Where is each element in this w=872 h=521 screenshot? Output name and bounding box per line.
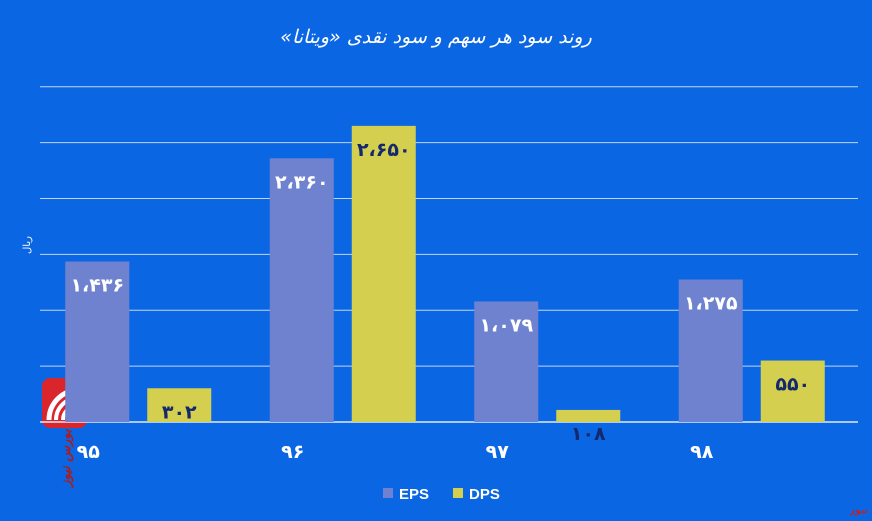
data-label-dps-3: ۱۰۸ — [571, 423, 606, 445]
category-label-4: ۹۸ — [690, 441, 714, 463]
data-label-dps-4: ۵۵۰ — [775, 374, 810, 396]
category-label-3: ۹۷ — [486, 441, 510, 463]
bar-dps-2 — [351, 125, 416, 422]
category-label-2: ۹۶ — [281, 441, 304, 463]
category-labels: ۹۵ ۹۶ ۹۷ ۹۸ — [77, 441, 714, 463]
bar-eps-1 — [65, 261, 130, 422]
data-label-eps-1: ۱،۴۳۶ — [70, 275, 124, 297]
logo-text: بورس نیوز — [59, 429, 74, 489]
bar-eps-2 — [269, 158, 334, 422]
bar-dps-3 — [556, 409, 621, 422]
footer-brand-text: بورس نیوز — [849, 506, 872, 516]
bar-eps-3 — [474, 301, 539, 422]
legend-swatch-eps — [383, 488, 393, 498]
bar-dps-4 — [760, 360, 825, 422]
y-axis-label: ریال — [22, 236, 33, 254]
data-label-dps-2: ۲،۶۵۰ — [357, 139, 411, 161]
data-label-eps-2: ۲،۳۶۰ — [275, 171, 329, 193]
data-label-eps-3: ۱،۰۷۹ — [479, 314, 533, 336]
bars — [65, 125, 825, 422]
bar-dps-1 — [147, 388, 212, 422]
data-label-eps-4: ۱،۲۷۵ — [684, 293, 738, 315]
data-labels: ۱،۴۳۶ ۳۰۲ ۲،۳۶۰ ۲،۶۵۰ ۱،۰۷۹ ۱۰۸ ۱،۲۷۵ ۵۵۰ — [70, 139, 810, 445]
legend-label-dps: DPS — [469, 486, 500, 503]
bar-eps-4 — [678, 279, 743, 422]
category-label-1: ۹۵ — [77, 441, 101, 463]
legend-swatch-dps — [453, 488, 463, 498]
data-label-dps-1: ۳۰۲ — [162, 401, 197, 423]
legend-label-eps: EPS — [399, 486, 429, 503]
chart-title: روند سود هر سهم و سود نقدی «ویتانا» — [280, 26, 592, 48]
legend: EPS DPS — [383, 486, 500, 503]
